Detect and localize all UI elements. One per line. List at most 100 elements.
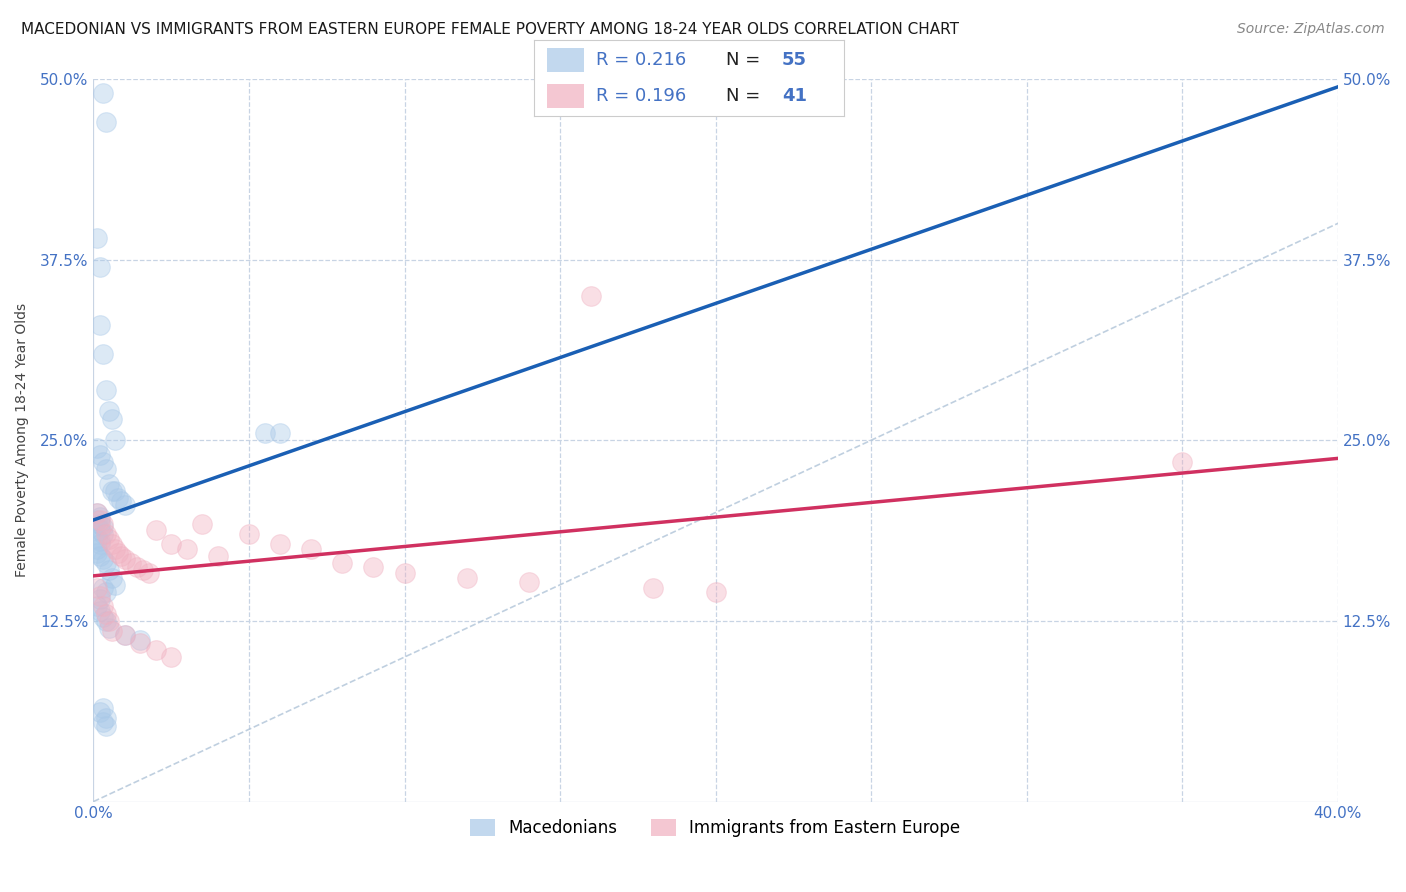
- Point: [89, 517, 111, 532]
- Point: [89, 604, 111, 618]
- Point: [91, 346, 114, 360]
- Point: [86, 541, 108, 556]
- Point: [98, 476, 121, 491]
- Point: [207, 549, 229, 563]
- Point: [98, 404, 121, 418]
- Point: [145, 643, 167, 657]
- Point: [94, 719, 117, 733]
- Point: [91, 527, 114, 541]
- Point: [86, 532, 108, 546]
- Point: [138, 566, 160, 581]
- Point: [114, 628, 136, 642]
- Point: [643, 581, 665, 595]
- Point: [98, 532, 121, 546]
- Point: [132, 563, 155, 577]
- Point: [120, 556, 142, 570]
- Point: [91, 87, 114, 101]
- Point: [86, 546, 108, 560]
- Point: [86, 441, 108, 455]
- Point: [160, 650, 183, 665]
- Point: [94, 383, 117, 397]
- Text: N =: N =: [725, 51, 766, 69]
- Point: [269, 425, 291, 440]
- Point: [94, 711, 117, 725]
- Point: [94, 462, 117, 476]
- Point: [579, 289, 602, 303]
- Text: 55: 55: [782, 51, 807, 69]
- Y-axis label: Female Poverty Among 18-24 Year Olds: Female Poverty Among 18-24 Year Olds: [15, 303, 30, 577]
- Point: [91, 581, 114, 595]
- Point: [89, 509, 111, 524]
- Point: [98, 563, 121, 577]
- Point: [394, 566, 416, 581]
- Point: [330, 556, 353, 570]
- Point: [89, 592, 111, 607]
- Point: [86, 513, 108, 527]
- Point: [89, 318, 111, 332]
- Point: [110, 494, 132, 508]
- Point: [101, 537, 124, 551]
- Point: [86, 599, 108, 614]
- Point: [253, 425, 276, 440]
- Point: [299, 541, 322, 556]
- Point: [98, 614, 121, 628]
- Point: [86, 231, 108, 245]
- Point: [107, 491, 129, 505]
- Point: [89, 523, 111, 537]
- Legend: Macedonians, Immigrants from Eastern Europe: Macedonians, Immigrants from Eastern Eur…: [464, 813, 967, 844]
- FancyBboxPatch shape: [547, 84, 583, 109]
- FancyBboxPatch shape: [547, 47, 583, 72]
- Point: [125, 560, 148, 574]
- Point: [94, 556, 117, 570]
- Point: [89, 448, 111, 462]
- Point: [104, 578, 127, 592]
- Point: [91, 455, 114, 469]
- Point: [107, 546, 129, 560]
- Text: R = 0.196: R = 0.196: [596, 87, 686, 105]
- Point: [94, 527, 117, 541]
- Point: [89, 590, 111, 604]
- Point: [94, 115, 117, 129]
- Point: [101, 411, 124, 425]
- Point: [176, 541, 198, 556]
- Point: [129, 632, 152, 647]
- Point: [145, 523, 167, 537]
- Point: [104, 434, 127, 448]
- Point: [89, 513, 111, 527]
- Point: [269, 537, 291, 551]
- Point: [456, 571, 478, 585]
- Point: [98, 621, 121, 635]
- Text: N =: N =: [725, 87, 766, 105]
- Point: [114, 551, 136, 566]
- Point: [91, 517, 114, 532]
- Point: [160, 537, 183, 551]
- Point: [94, 614, 117, 628]
- Point: [91, 715, 114, 730]
- Point: [91, 700, 114, 714]
- Point: [238, 527, 260, 541]
- Point: [101, 624, 124, 638]
- Point: [110, 549, 132, 563]
- Text: 41: 41: [782, 87, 807, 105]
- Point: [91, 551, 114, 566]
- Point: [104, 541, 127, 556]
- Point: [517, 574, 540, 589]
- Text: Source: ZipAtlas.com: Source: ZipAtlas.com: [1237, 22, 1385, 37]
- Point: [363, 560, 385, 574]
- Point: [191, 517, 214, 532]
- Text: MACEDONIAN VS IMMIGRANTS FROM EASTERN EUROPE FEMALE POVERTY AMONG 18-24 YEAR OLD: MACEDONIAN VS IMMIGRANTS FROM EASTERN EU…: [21, 22, 959, 37]
- Point: [86, 506, 108, 520]
- Point: [704, 585, 727, 599]
- Point: [86, 581, 108, 595]
- Point: [91, 599, 114, 614]
- Point: [89, 705, 111, 719]
- Point: [86, 506, 108, 520]
- Point: [104, 483, 127, 498]
- Point: [89, 537, 111, 551]
- Point: [94, 585, 117, 599]
- Point: [94, 607, 117, 621]
- Point: [89, 549, 111, 563]
- Text: R = 0.216: R = 0.216: [596, 51, 686, 69]
- Point: [114, 628, 136, 642]
- Point: [101, 571, 124, 585]
